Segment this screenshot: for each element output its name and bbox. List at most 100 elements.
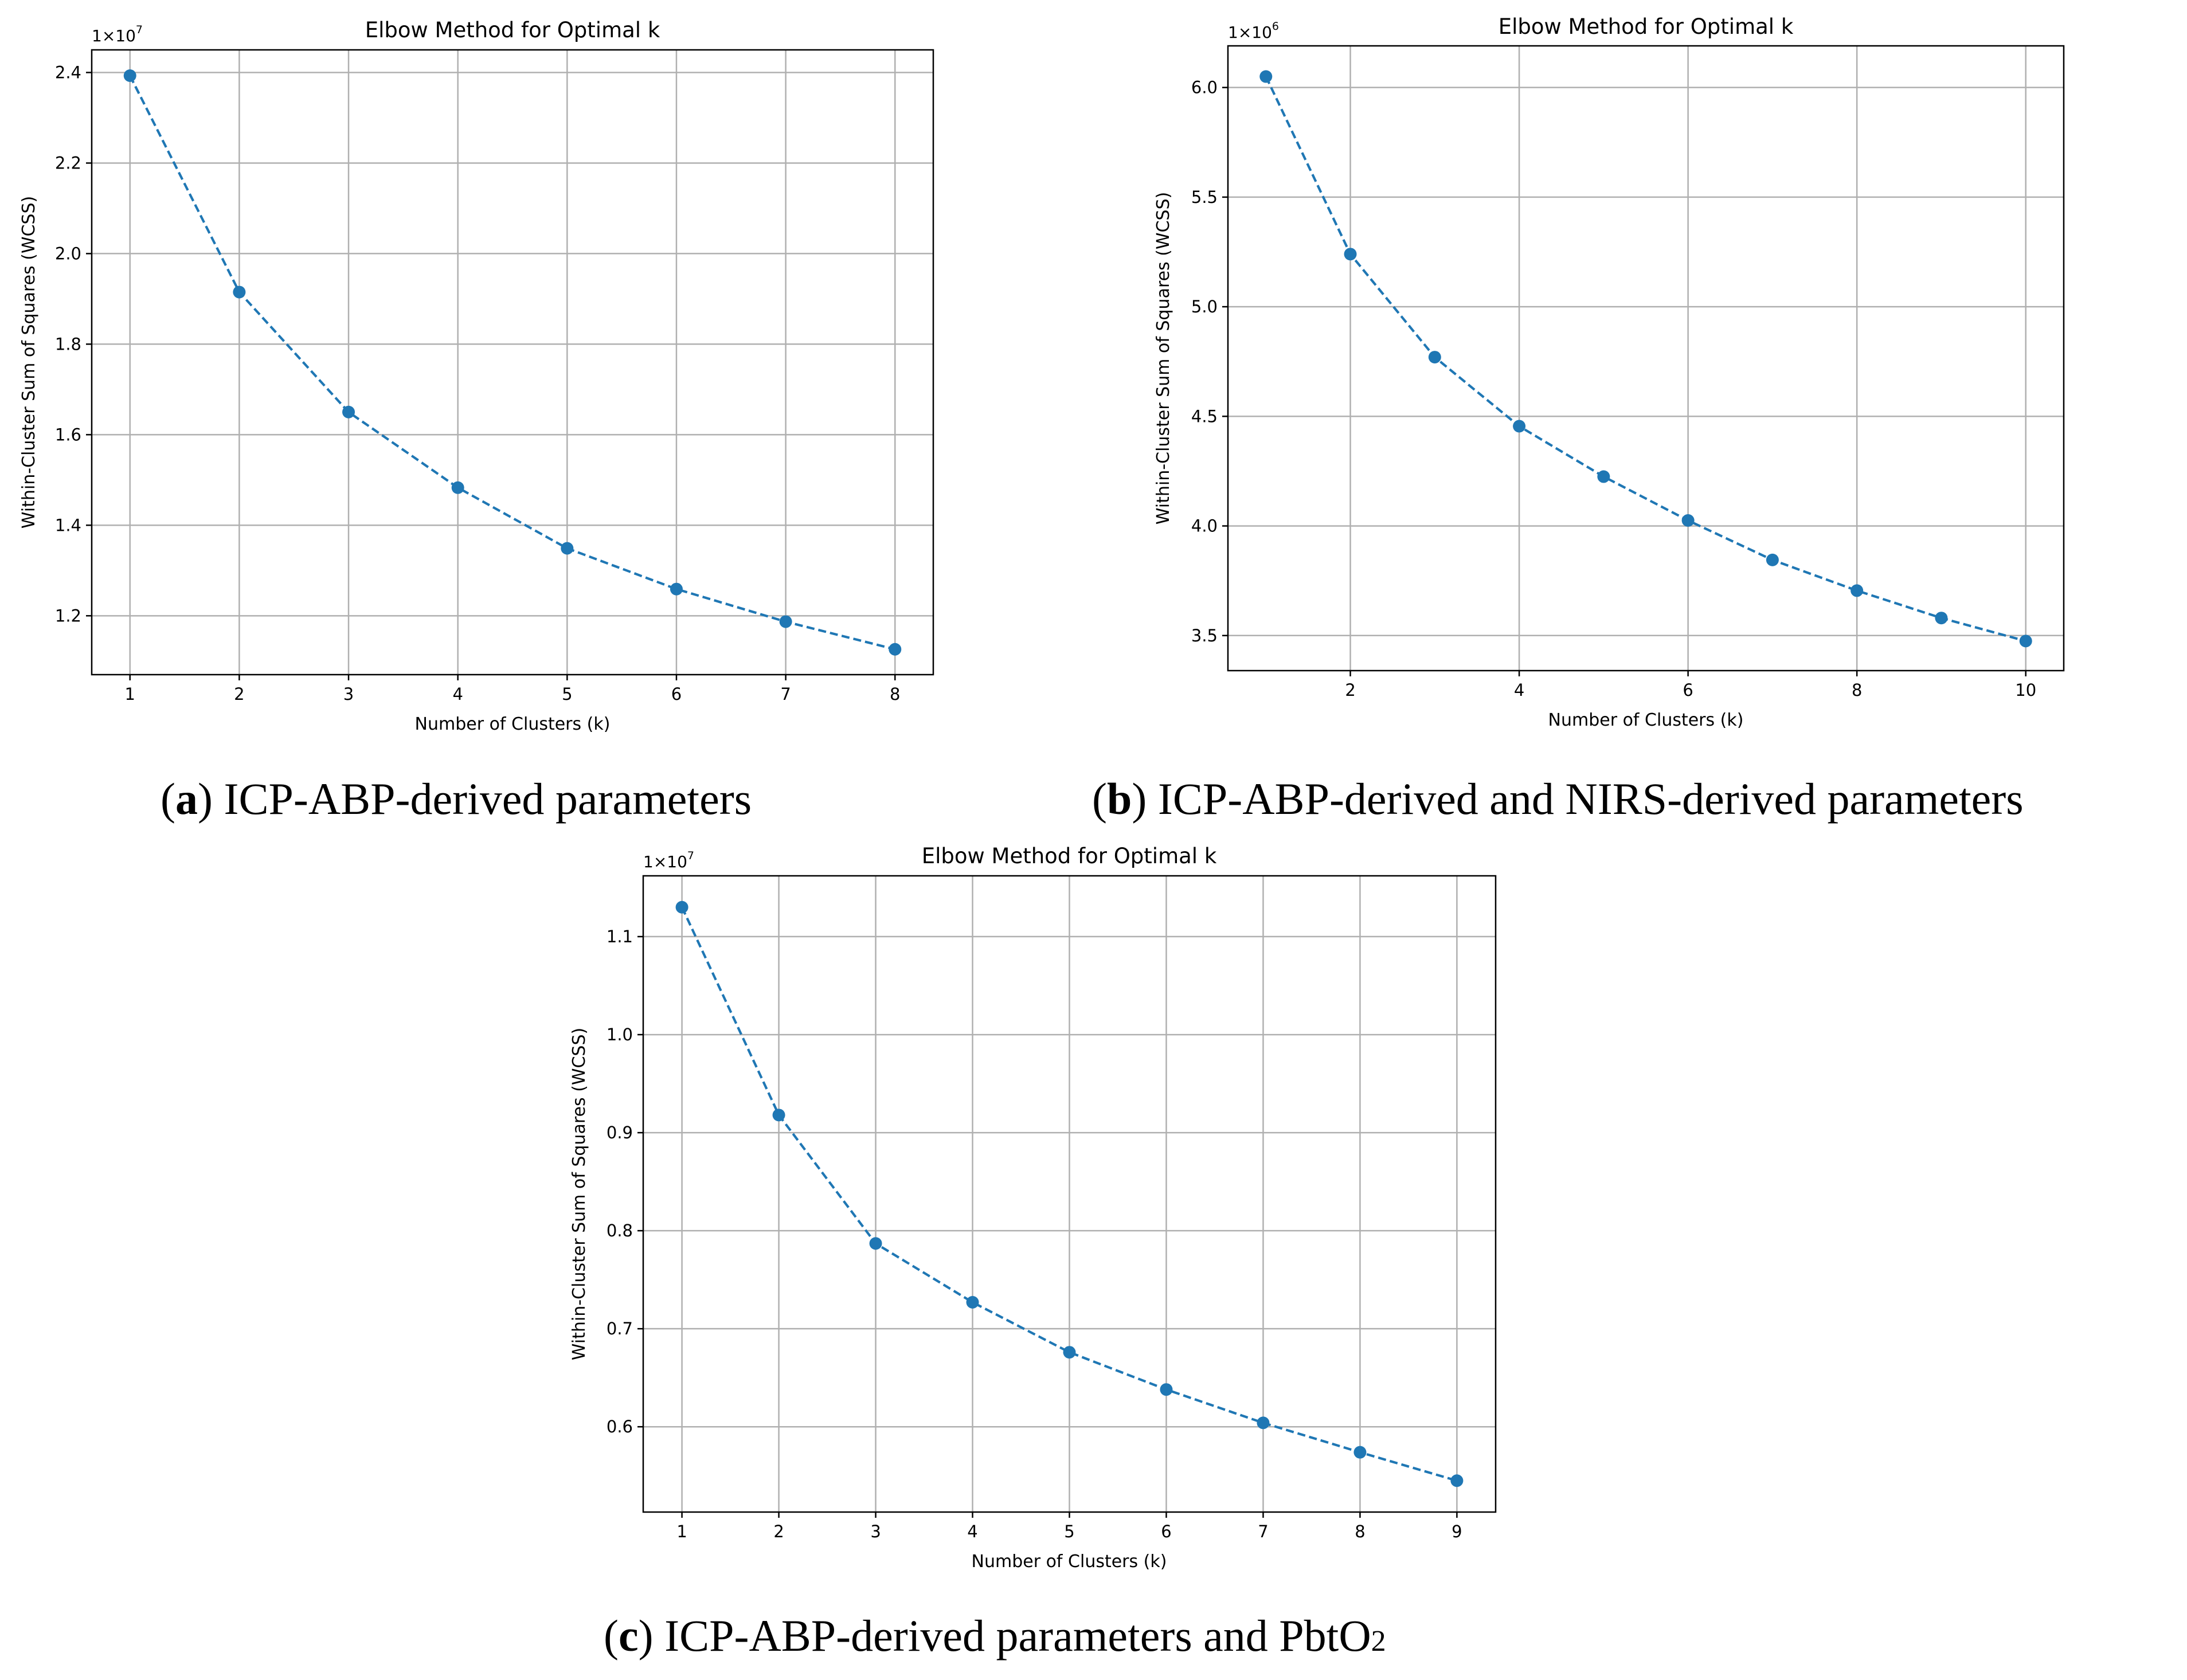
grid <box>643 876 1496 1512</box>
data-point <box>1160 1383 1173 1396</box>
x-tick-label: 7 <box>780 684 791 704</box>
data-point <box>1766 553 1779 566</box>
y-tick-label: 2.2 <box>55 153 81 173</box>
y-tick-label: 4.5 <box>1191 406 1218 426</box>
data-point <box>123 69 136 83</box>
y-tick-label: 1.6 <box>55 425 81 444</box>
x-tick-label: 4 <box>452 684 463 704</box>
data-point <box>966 1295 979 1309</box>
caption-b: (b) ICP-ABP-derived and NIRS-derived par… <box>1092 774 2024 824</box>
y-tick-label: 6.0 <box>1191 78 1218 97</box>
x-tick-label: 10 <box>2015 680 2036 700</box>
data-point <box>1257 1416 1270 1430</box>
caption-c: (c) ICP-ABP-derived parameters and PbtO2 <box>604 1611 1386 1661</box>
y-tick-label: 2.4 <box>55 62 81 82</box>
data-point <box>772 1109 785 1122</box>
series-line <box>128 75 895 651</box>
series-line <box>680 906 1457 1482</box>
chart-title: Elbow Method for Optimal k <box>922 844 1217 868</box>
y-tick-label: 3.5 <box>1191 626 1218 645</box>
data-point <box>561 542 574 555</box>
series <box>123 69 902 656</box>
x-tick-label: 3 <box>343 684 354 704</box>
data-point <box>1428 351 1441 364</box>
x-axis-label: Number of Clusters (k) <box>1548 710 1744 730</box>
x-tick-label: 6 <box>671 684 682 704</box>
y-axis-label: Within-Cluster Sum of Squares (WCSS) <box>1153 192 1173 524</box>
data-point <box>670 582 683 596</box>
y-tick-label: 1.2 <box>55 606 81 625</box>
axes-frame <box>1227 45 2065 672</box>
data-point <box>2019 635 2032 648</box>
y-axis-multiplier: 1×107 <box>643 849 694 871</box>
x-tick-label: 1 <box>676 1522 687 1541</box>
data-point <box>889 643 902 656</box>
series-line <box>1265 76 2026 643</box>
data-point <box>1344 248 1357 261</box>
x-tick-label: 3 <box>870 1522 881 1541</box>
data-point <box>1353 1446 1367 1459</box>
chart-c: 1 2 3 4 5 6 7 8 9 0.6 0.7 0.8 0.9 1.0 1.1 Elbow Method… <box>569 844 1497 1572</box>
data-point <box>869 1237 882 1250</box>
data-point <box>1259 70 1273 83</box>
x-tick-label: 5 <box>1064 1522 1074 1541</box>
x-tick-label: 2 <box>234 684 244 704</box>
x-tick-label: 7 <box>1258 1522 1268 1541</box>
x-tick-label: 6 <box>1161 1522 1171 1541</box>
data-point <box>1063 1346 1076 1359</box>
x-tick-label: 8 <box>890 684 900 704</box>
data-point <box>1850 584 1864 597</box>
x-tick-label: 6 <box>1683 680 1693 700</box>
data-point <box>675 900 688 914</box>
y-tick-label: 5.5 <box>1191 187 1218 207</box>
y-tick-label: 0.7 <box>607 1319 633 1338</box>
x-tick-label: 1 <box>125 684 135 704</box>
ticks: 2 4 6 8 10 3.5 4.0 4.5 5.0 5.5 6.0 <box>1191 78 2036 700</box>
data-point <box>1450 1474 1464 1487</box>
y-tick-label: 5.0 <box>1191 297 1218 316</box>
y-tick-label: 1.1 <box>607 927 633 946</box>
caption-a: (a) ICP-ABP-derived parameters <box>161 774 752 824</box>
y-tick-label: 2.0 <box>55 244 81 263</box>
y-axis-label: Within-Cluster Sum of Squares (WCSS) <box>19 196 39 528</box>
data-point <box>233 285 246 299</box>
y-tick-label: 1.4 <box>55 515 81 535</box>
chart-title: Elbow Method for Optimal k <box>1499 14 1794 39</box>
chart-a: 1 2 3 4 5 6 7 8 1.2 1.4 1.6 1.8 2.0 2.2 2.4 Elbow Meth… <box>19 18 934 734</box>
ticks: 1 2 3 4 5 6 7 8 1.2 1.4 1.6 1.8 2.0 2.2 2.4 <box>55 62 901 704</box>
y-tick-label: 1.8 <box>55 334 81 354</box>
y-axis-multiplier: 1×107 <box>92 24 143 45</box>
data-point <box>1513 420 1526 433</box>
x-tick-label: 4 <box>1514 680 1524 700</box>
x-tick-label: 9 <box>1452 1522 1462 1541</box>
y-axis-label: Within-Cluster Sum of Squares (WCSS) <box>569 1028 589 1360</box>
x-tick-label: 8 <box>1852 680 1862 700</box>
series <box>675 900 1464 1487</box>
data-point <box>1681 514 1695 527</box>
y-tick-label: 4.0 <box>1191 516 1218 536</box>
x-tick-label: 8 <box>1355 1522 1365 1541</box>
series <box>1259 70 2032 648</box>
x-tick-label: 4 <box>967 1522 977 1541</box>
ticks: 1 2 3 4 5 6 7 8 9 0.6 0.7 0.8 0.9 1.0 1.1 <box>607 927 1462 1541</box>
y-tick-label: 1.0 <box>607 1025 633 1044</box>
y-tick-label: 0.9 <box>607 1123 633 1142</box>
y-tick-label: 0.6 <box>607 1417 633 1436</box>
chart-title: Elbow Method for Optimal k <box>365 18 660 42</box>
data-point <box>1935 612 1948 625</box>
grid <box>92 50 933 675</box>
y-axis-multiplier: 1×106 <box>1228 20 1279 42</box>
x-axis-label: Number of Clusters (k) <box>415 714 611 734</box>
data-point <box>1597 470 1610 483</box>
x-axis-label: Number of Clusters (k) <box>972 1552 1167 1572</box>
x-tick-label: 5 <box>562 684 572 704</box>
data-point <box>451 481 464 494</box>
y-tick-label: 0.8 <box>607 1221 633 1240</box>
chart-b: 2 4 6 8 10 3.5 4.0 4.5 5.0 5.5 6.0 Elbow Method fo… <box>1153 14 2065 730</box>
data-point <box>779 615 792 628</box>
data-point <box>342 405 355 418</box>
x-tick-label: 2 <box>773 1522 784 1541</box>
axes-frame <box>91 49 934 676</box>
grid <box>1228 46 2064 671</box>
